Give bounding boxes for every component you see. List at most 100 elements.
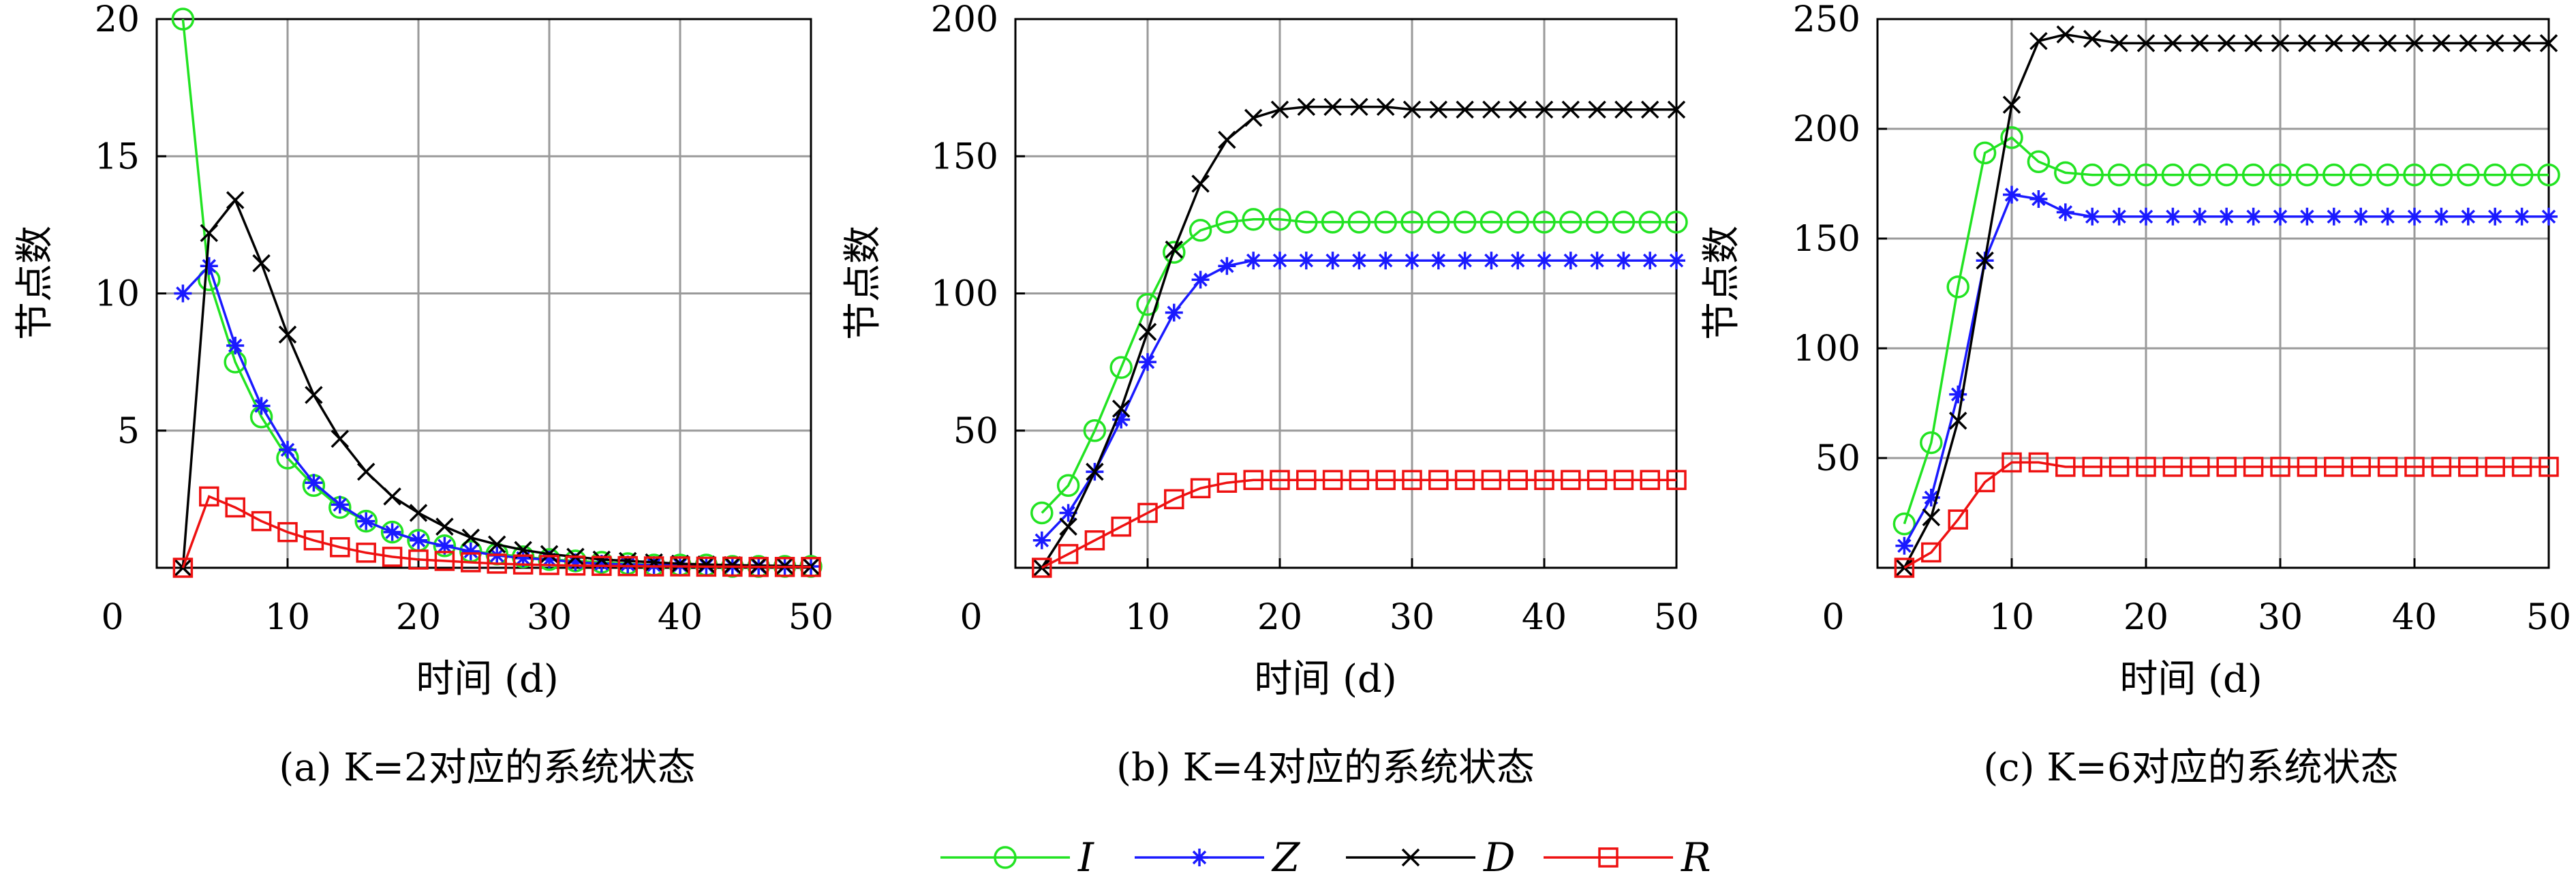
data-point-Z: [1456, 252, 1474, 270]
panel-b-x-tick-label: 20: [1257, 597, 1302, 638]
data-point-D: [2485, 34, 2504, 52]
data-point-D: [2083, 29, 2102, 48]
data-point-D: [1165, 240, 1184, 259]
data-point-Z: [331, 496, 349, 514]
data-point-D: [226, 191, 245, 209]
data-point-Z: [1509, 252, 1527, 270]
data-point-R: [2458, 457, 2479, 477]
data-point-Z: [2083, 207, 2102, 226]
data-point-R: [801, 557, 821, 577]
data-point-R: [2270, 457, 2290, 477]
data-point-Z: [1350, 252, 1368, 270]
data-point-D: [252, 254, 271, 273]
data-point-R: [2082, 457, 2102, 477]
data-point-Z: [2029, 190, 2048, 209]
data-point-Z: [305, 474, 323, 492]
data-point-R: [1534, 470, 1554, 490]
data-point-Z: [2298, 207, 2316, 226]
data-point-Z: [2406, 207, 2423, 226]
data-point-D: [2459, 34, 2478, 52]
data-point-D: [1535, 100, 1554, 119]
data-point-I: [1268, 208, 1291, 231]
data-point-D: [1323, 97, 1342, 117]
panel-b-x-tick-label: 0: [960, 597, 982, 638]
data-point-Z: [1429, 252, 1447, 270]
data-point-D: [1191, 174, 1210, 193]
data-point-R: [1921, 542, 1942, 563]
legend-marker-Z: [1191, 849, 1208, 866]
data-point-R: [1613, 470, 1634, 490]
data-point-I: [2510, 163, 2534, 187]
panel-b-series: [1030, 97, 1688, 578]
panel-c-y-tick-label: 150: [1793, 219, 1860, 260]
data-point-R: [382, 547, 403, 567]
data-point-I: [2483, 163, 2506, 187]
data-point-I: [1215, 211, 1239, 234]
data-point-Z: [1482, 252, 1501, 270]
data-point-I: [2000, 126, 2023, 149]
series-line-D: [181, 198, 812, 568]
data-point-D: [461, 528, 480, 547]
data-point-R: [1164, 489, 1184, 510]
data-point-I: [1665, 211, 1688, 234]
data-point-D: [331, 429, 350, 448]
data-point-I: [2081, 163, 2104, 187]
panel-c-y-tick-label: 100: [1793, 329, 1860, 369]
panel-c-x-tick-label: 0: [1822, 597, 1844, 638]
legend-label-R: R: [1681, 834, 1711, 881]
data-point-D: [1667, 100, 1686, 119]
data-point-Z: [279, 440, 296, 459]
series-line-D: [1041, 106, 1676, 568]
data-point-D: [1948, 412, 1967, 430]
data-point-R: [2216, 457, 2237, 477]
data-point-D: [409, 504, 428, 522]
data-point-R: [539, 555, 559, 575]
data-point-Z: [2218, 207, 2236, 226]
data-point-D: [1218, 130, 1236, 149]
panel-a-y-tick-label: 15: [95, 136, 140, 177]
panel-a-y-tick-label: 10: [95, 274, 140, 315]
data-point-R: [1454, 470, 1475, 490]
legend-marker-R: [1598, 847, 1619, 868]
panel-a-y-tick-label: 20: [95, 0, 140, 40]
panel-c-caption: (c) K=6对应的系统状态: [1983, 746, 2398, 790]
data-point-I: [1242, 208, 1265, 231]
data-point-R: [2297, 457, 2318, 477]
data-point-D: [278, 325, 297, 344]
data-point-R: [1948, 509, 1968, 530]
data-point-R: [225, 497, 245, 518]
panel-a-x-axis-title: 时间 (d): [416, 657, 558, 701]
data-point-Z: [1561, 252, 1580, 270]
data-point-R: [1032, 558, 1052, 578]
data-point-I: [380, 520, 404, 544]
data-point-R: [512, 554, 534, 575]
data-point-Z: [592, 554, 611, 573]
panel-c-series-I: [1892, 126, 2560, 536]
data-point-Z: [645, 556, 663, 574]
data-point-Z: [1218, 257, 1236, 275]
data-point-R: [434, 551, 455, 571]
data-point-D: [749, 556, 768, 575]
data-point-I: [1321, 211, 1345, 234]
panel-c-y-tick-label: 200: [1793, 109, 1860, 150]
panel-c-series: [1892, 25, 2560, 578]
data-point-D: [2136, 34, 2156, 52]
data-point-Z: [2352, 207, 2370, 226]
data-point-D: [2271, 34, 2290, 52]
panel-c: 0 10 20 30 40 50 50 100 150 200 250 时间 (d) 节点数 (c)…: [1700, 0, 2571, 790]
data-point-D: [2539, 34, 2558, 52]
data-point-R: [303, 530, 324, 551]
data-point-I: [1347, 211, 1371, 234]
data-point-Z: [2432, 207, 2451, 226]
data-point-R: [592, 556, 612, 576]
data-point-Z: [2271, 207, 2289, 226]
data-point-I: [2457, 163, 2480, 187]
panel-c-x-axis-title: 时间 (d): [2119, 657, 2262, 701]
data-point-Z: [1588, 252, 1606, 270]
data-point-Z: [2378, 207, 2397, 226]
data-point-R: [1666, 470, 1687, 490]
data-point-Z: [1403, 252, 1421, 270]
data-point-I: [1427, 211, 1450, 234]
data-point-R: [199, 486, 219, 507]
data-point-Z: [1271, 252, 1289, 270]
